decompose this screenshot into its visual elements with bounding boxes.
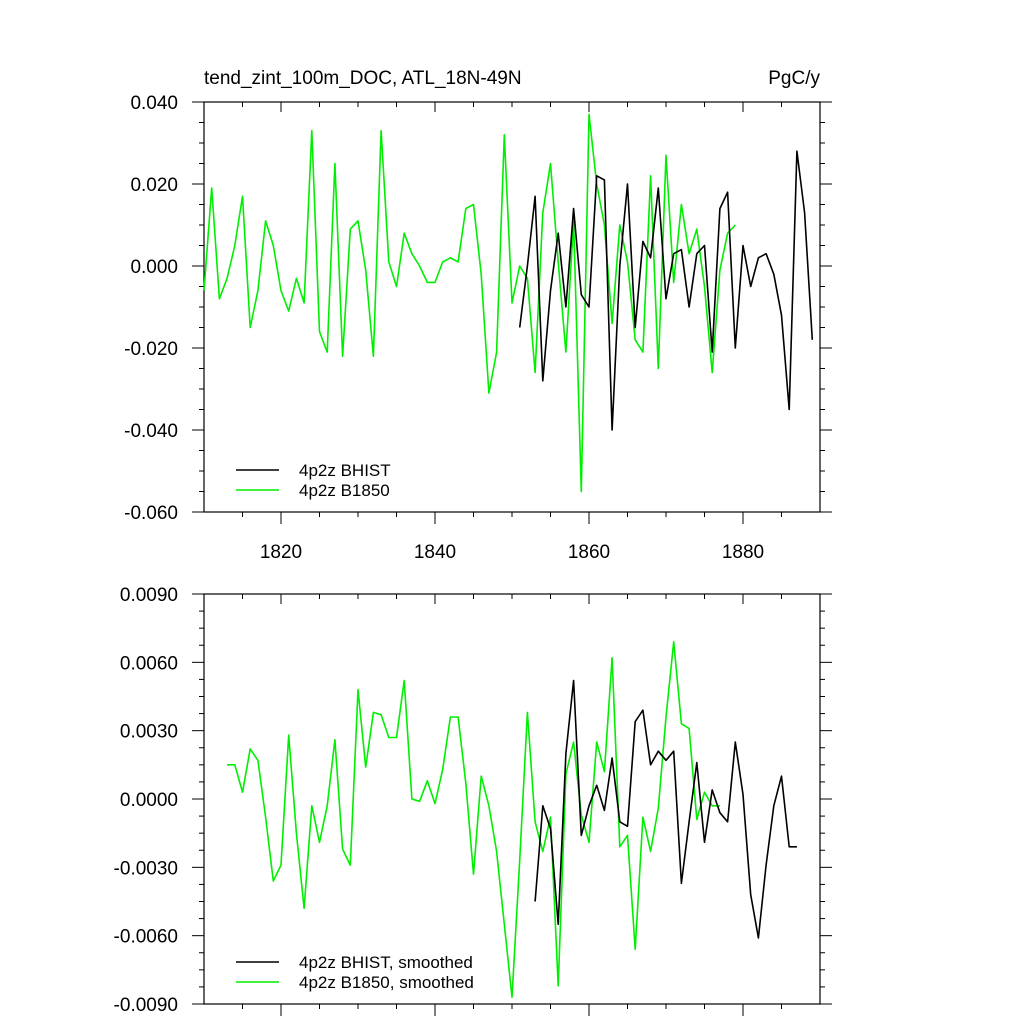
x-tick-label: 1840 bbox=[414, 542, 456, 563]
y-tick-label: 0.040 bbox=[130, 93, 178, 114]
legend-label-bhist-smoothed: 4p2z BHIST, smoothed bbox=[299, 953, 473, 972]
legend-label-b1850-smoothed: 4p2z B1850, smoothed bbox=[299, 973, 474, 992]
y-tick-label: -0.0060 bbox=[114, 927, 178, 948]
ticks-top bbox=[192, 101, 832, 524]
series-lines-top bbox=[203, 113, 814, 493]
ticks-bottom bbox=[192, 593, 832, 1016]
legend-bottom: 4p2z BHIST, smoothed 4p2z B1850, smoothe… bbox=[236, 953, 474, 992]
y-tick-label: 0.0030 bbox=[120, 722, 178, 743]
legend-label-b1850: 4p2z B1850 bbox=[299, 481, 390, 500]
plot-frame-top bbox=[203, 101, 821, 513]
y-tick-labels-top: -0.060 -0.040 -0.020 0.000 0.020 0.040 bbox=[124, 93, 178, 524]
y-tick-label: 0.0000 bbox=[120, 790, 178, 811]
y-tick-label: -0.0090 bbox=[114, 995, 178, 1016]
y-tick-label: 0.000 bbox=[130, 257, 178, 278]
series-line-b1850 bbox=[227, 640, 720, 999]
y-tick-labels-bottom: -0.0090 -0.0060 -0.0030 0.0000 0.0030 0.0060 0… bbox=[114, 585, 178, 1016]
y-tick-label: 0.0090 bbox=[120, 585, 178, 606]
series-lines-bottom bbox=[227, 640, 797, 999]
x-tick-label: 1880 bbox=[722, 542, 764, 563]
y-tick-label: -0.060 bbox=[124, 503, 178, 524]
y-tick-label: 0.0060 bbox=[120, 653, 178, 674]
plot-frame-bottom bbox=[203, 593, 821, 1005]
x-tick-label: 1860 bbox=[568, 542, 610, 563]
chart-units: PgC/y bbox=[768, 68, 820, 89]
legend-label-bhist: 4p2z BHIST bbox=[299, 461, 391, 480]
y-tick-label: 0.020 bbox=[130, 175, 178, 196]
top-panel: tend_zint_100m_DOC, ATL_18N-49N PgC/y -0… bbox=[124, 68, 832, 563]
series-line-bhist bbox=[518, 150, 814, 431]
x-tick-label: 1820 bbox=[260, 542, 302, 563]
series-line-bhist bbox=[534, 679, 797, 939]
legend-top: 4p2z BHIST 4p2z B1850 bbox=[236, 461, 391, 500]
y-tick-label: -0.040 bbox=[124, 421, 178, 442]
x-tick-labels-top: 1820 1840 1860 1880 bbox=[260, 542, 764, 563]
y-tick-label: -0.0030 bbox=[114, 858, 178, 879]
series-line-b1850 bbox=[203, 113, 736, 493]
bottom-panel: -0.0090 -0.0060 -0.0030 0.0000 0.0030 0.0060 0… bbox=[114, 585, 832, 1016]
y-tick-label: -0.020 bbox=[124, 339, 178, 360]
chart-title: tend_zint_100m_DOC, ATL_18N-49N bbox=[204, 68, 522, 89]
